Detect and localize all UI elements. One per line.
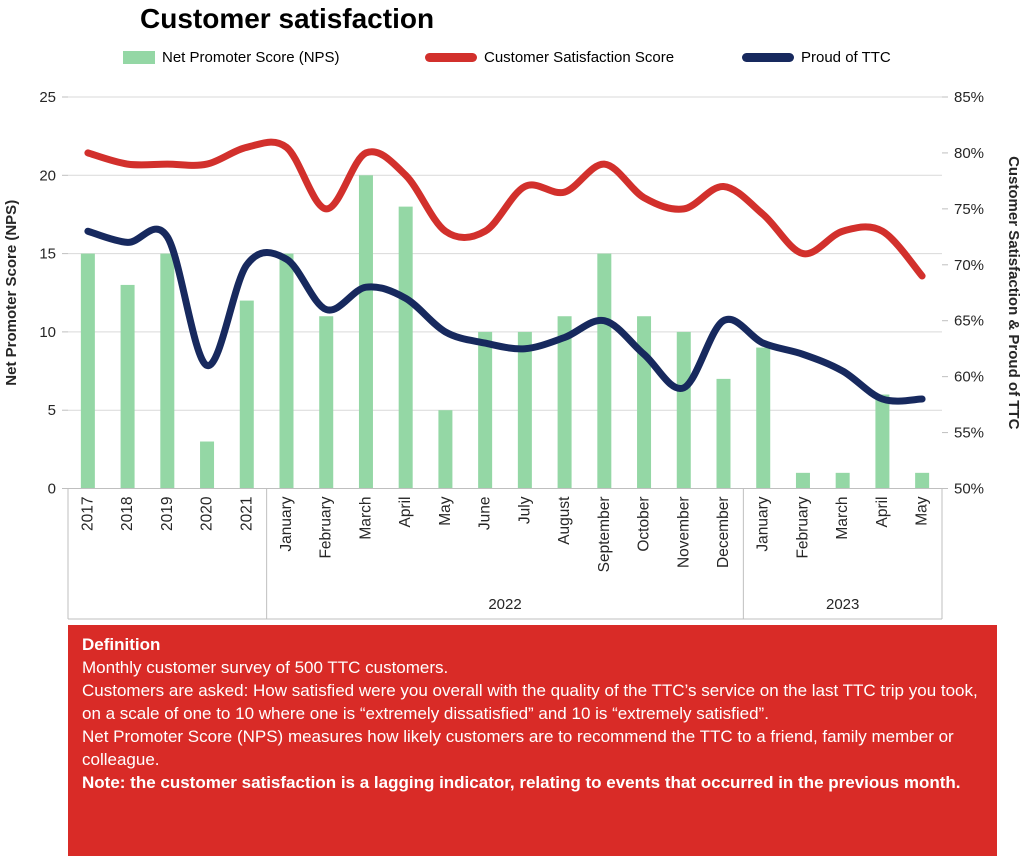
svg-text:January: January [278,496,295,551]
svg-text:Customer Satisfaction & Proud: Customer Satisfaction & Proud of TTC [1005,156,1022,430]
svg-text:Net Promoter Score (NPS): Net Promoter Score (NPS) [3,200,20,386]
chart-title: Customer satisfaction [140,3,435,34]
css-line-swatch-icon [425,52,477,62]
svg-text:September: September [596,497,613,573]
svg-text:October: October [636,497,653,552]
legend-label-css: Customer Satisfaction Score [484,48,675,66]
svg-text:November: November [675,497,692,569]
legend-label-nps: Net Promoter Score (NPS) [162,48,340,66]
svg-text:60%: 60% [954,369,984,386]
svg-text:50%: 50% [954,481,984,498]
svg-text:February: February [318,496,335,558]
svg-text:May: May [914,496,931,526]
legend-item-css: Customer Satisfaction Score [425,47,674,67]
svg-text:March: March [357,497,374,540]
svg-text:June: June [477,497,494,531]
svg-text:2023: 2023 [826,596,859,613]
svg-text:2020: 2020 [199,496,216,531]
svg-text:85%: 85% [954,89,984,106]
definition-note: Note: the customer satisfaction is a lag… [82,773,961,792]
svg-text:70%: 70% [954,257,984,274]
nps-bar-swatch-icon [123,50,155,64]
svg-text:55%: 55% [954,425,984,442]
definition-line-1: Monthly customer survey of 500 TTC custo… [82,658,449,677]
svg-text:April: April [397,497,414,528]
svg-text:75%: 75% [954,201,984,218]
svg-text:April: April [874,497,891,528]
svg-text:0: 0 [48,481,56,498]
svg-text:January: January [755,496,772,551]
svg-text:15: 15 [39,246,56,263]
svg-text:August: August [556,496,573,545]
svg-text:20: 20 [39,167,56,184]
svg-text:2019: 2019 [159,497,176,531]
chart-legend: Net Promoter Score (NPS) Customer Satisf… [0,47,1024,69]
svg-text:2017: 2017 [79,497,96,531]
legend-item-nps: Net Promoter Score (NPS) [123,47,340,67]
svg-text:2022: 2022 [488,596,521,613]
legend-item-proud: Proud of TTC [742,47,891,67]
svg-text:May: May [437,496,454,526]
svg-text:2018: 2018 [119,497,136,531]
svg-text:65%: 65% [954,313,984,330]
legend-label-proud: Proud of TTC [801,48,891,66]
svg-text:2021: 2021 [238,497,255,531]
definition-line-3: Net Promoter Score (NPS) measures how li… [82,727,954,769]
svg-text:March: March [834,497,851,540]
proud-line-swatch-icon [742,52,794,62]
svg-text:February: February [794,496,811,558]
svg-text:10: 10 [39,324,56,341]
definition-box: Definition Monthly customer survey of 50… [68,625,997,856]
svg-text:December: December [715,497,732,569]
svg-text:July: July [516,496,533,524]
chart-plot-area: 0 5 10 15 20 25 50% 55% 60% 65% 70% 75% 80% 85% Net Pr… [3,89,1022,620]
definition-heading: Definition [82,635,161,654]
definition-line-2: Customers are asked: How satisfied were … [82,681,978,723]
svg-text:80%: 80% [954,145,984,162]
svg-text:25: 25 [39,89,56,106]
svg-text:5: 5 [48,402,56,419]
